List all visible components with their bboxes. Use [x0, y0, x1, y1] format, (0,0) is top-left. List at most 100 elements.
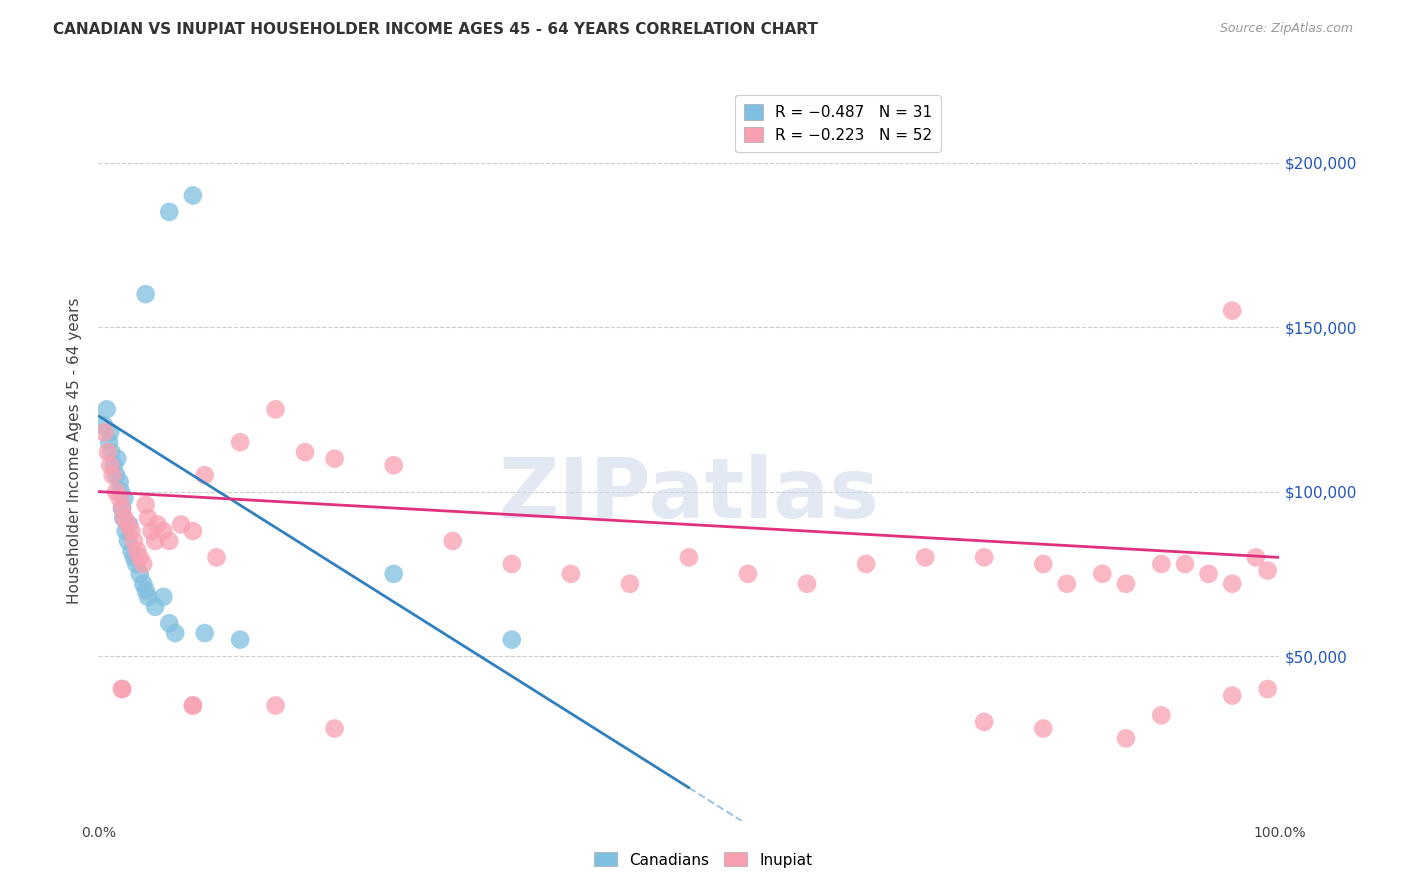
Point — [98, 425, 121, 440]
Point — [1115, 576, 1137, 591]
Point — [111, 501, 134, 516]
Point — [229, 632, 252, 647]
Point — [118, 517, 141, 532]
Point — [323, 451, 346, 466]
Point — [229, 435, 252, 450]
Point — [1056, 576, 1078, 591]
Point — [973, 714, 995, 729]
Point — [181, 188, 204, 202]
Text: Source: ZipAtlas.com: Source: ZipAtlas.com — [1219, 22, 1353, 36]
Point — [855, 557, 877, 571]
Point — [1115, 731, 1137, 746]
Point — [125, 557, 148, 571]
Point — [128, 566, 150, 581]
Point — [93, 425, 115, 440]
Point — [973, 550, 995, 565]
Point — [93, 418, 115, 433]
Point — [1198, 566, 1220, 581]
Point — [146, 517, 169, 532]
Text: CANADIAN VS INUPIAT HOUSEHOLDER INCOME AGES 45 - 64 YEARS CORRELATION CHART: CANADIAN VS INUPIAT HOUSEHOLDER INCOME A… — [53, 22, 818, 37]
Point — [441, 533, 464, 548]
Point — [1257, 681, 1279, 696]
Point — [121, 544, 143, 558]
Point — [678, 550, 700, 565]
Point — [111, 681, 134, 696]
Point — [96, 402, 118, 417]
Point — [105, 451, 128, 466]
Point — [157, 533, 180, 548]
Point — [117, 533, 139, 548]
Point — [1032, 722, 1054, 736]
Point — [560, 566, 582, 581]
Point — [1220, 689, 1243, 703]
Point — [1220, 576, 1243, 591]
Y-axis label: Householder Income Ages 45 - 64 years: Householder Income Ages 45 - 64 years — [67, 297, 83, 604]
Point — [98, 435, 121, 450]
Point — [323, 722, 346, 736]
Point — [105, 468, 128, 483]
Point — [98, 458, 121, 473]
Point — [1150, 708, 1173, 723]
Point — [135, 498, 157, 512]
Point — [122, 550, 145, 565]
Point — [136, 511, 159, 525]
Point — [112, 511, 135, 525]
Point — [108, 475, 131, 489]
Point — [619, 576, 641, 591]
Point — [194, 468, 217, 483]
Point — [121, 524, 143, 538]
Point — [181, 698, 204, 713]
Point — [108, 491, 131, 505]
Legend: Canadians, Inupiat: Canadians, Inupiat — [588, 847, 818, 873]
Point — [1257, 564, 1279, 578]
Point — [110, 484, 132, 499]
Point — [1174, 557, 1197, 571]
Point — [132, 557, 155, 571]
Point — [264, 698, 287, 713]
Point — [1220, 303, 1243, 318]
Point — [796, 576, 818, 591]
Point — [194, 626, 217, 640]
Point — [1091, 566, 1114, 581]
Point — [97, 445, 120, 459]
Point — [103, 458, 125, 473]
Point — [382, 566, 405, 581]
Point — [1032, 557, 1054, 571]
Point — [1244, 550, 1267, 565]
Point — [382, 458, 405, 473]
Legend: R = −0.487   N = 31, R = −0.223   N = 52: R = −0.487 N = 31, R = −0.223 N = 52 — [735, 95, 941, 152]
Point — [181, 698, 204, 713]
Point — [205, 550, 228, 565]
Point — [117, 517, 139, 532]
Point — [132, 576, 155, 591]
Point — [165, 626, 187, 640]
Point — [111, 681, 134, 696]
Point — [264, 402, 287, 417]
Point — [152, 590, 174, 604]
Point — [127, 544, 149, 558]
Point — [122, 533, 145, 548]
Point — [114, 524, 136, 538]
Point — [136, 590, 159, 604]
Point — [737, 566, 759, 581]
Point — [914, 550, 936, 565]
Point — [181, 524, 204, 538]
Point — [157, 205, 180, 219]
Point — [135, 583, 157, 598]
Point — [111, 501, 134, 516]
Point — [1150, 557, 1173, 571]
Point — [170, 517, 193, 532]
Point — [105, 484, 128, 499]
Point — [152, 524, 174, 538]
Point — [501, 557, 523, 571]
Point — [112, 491, 135, 505]
Point — [143, 599, 166, 614]
Text: ZIPatlas: ZIPatlas — [499, 454, 879, 535]
Point — [143, 533, 166, 548]
Point — [157, 616, 180, 631]
Point — [135, 287, 157, 301]
Point — [100, 445, 122, 459]
Point — [501, 632, 523, 647]
Point — [141, 524, 163, 538]
Point — [101, 468, 124, 483]
